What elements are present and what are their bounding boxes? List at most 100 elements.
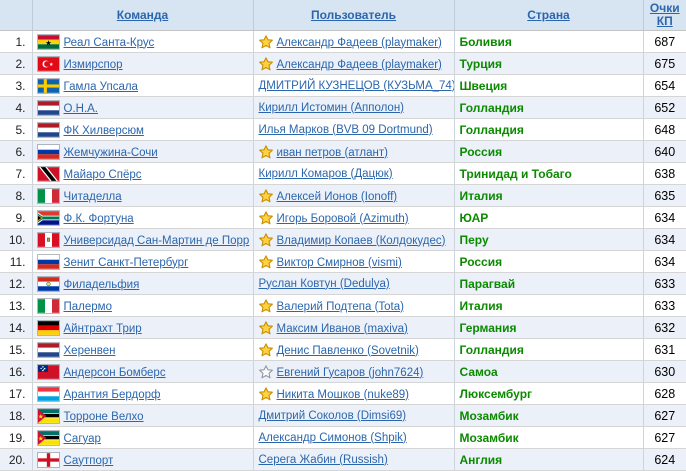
flag-trinidad-icon	[36, 165, 60, 182]
gold-star-icon	[258, 144, 273, 159]
rank-label: 9.	[0, 206, 33, 229]
table-row: 10. Универсидад Сан-Мартин де Порр Влади…	[0, 228, 686, 251]
flag-russia-icon	[36, 143, 60, 160]
gold-star-icon	[258, 298, 273, 313]
user-link[interactable]: Валерий Подтепа (Tota)	[276, 300, 404, 313]
table-row: 8. Читаделла Алексей Ионов (Ionoff) Итал…	[0, 184, 686, 207]
user-link[interactable]: Алексей Ионов (Ionoff)	[276, 190, 398, 203]
user-link[interactable]: ДМИТРИЙ КУЗНЕЦОВ (КУЗЬМА_74)	[258, 79, 454, 92]
user-link[interactable]: иван петров (атлант)	[276, 146, 389, 159]
team-link[interactable]: О.Н.А.	[63, 102, 99, 115]
country-label: Голландия	[454, 96, 644, 119]
table-body: 1. Реал Санта-Крус Александр Фадеев (pla…	[0, 30, 686, 471]
team-cell: ФК Хилверсюм	[32, 118, 254, 141]
country-label: ЮАР	[454, 206, 644, 229]
team-link[interactable]: Сагуар	[63, 432, 101, 445]
user-link[interactable]: Кирилл Комаров (Дацюк)	[258, 167, 393, 180]
country-label: Швеция	[454, 74, 644, 97]
table-row: 19. Сагуар Александр Симонов (Shpik) Моз…	[0, 426, 686, 449]
flag-russia-icon	[36, 253, 60, 270]
team-link[interactable]: Айнтрахт Трир	[63, 322, 142, 335]
gold-star-icon	[258, 56, 273, 71]
country-label: Италия	[454, 184, 644, 207]
gold-star-icon	[258, 34, 273, 49]
team-cell: Универсидад Сан-Мартин де Порр	[32, 228, 254, 251]
user-cell: Кирилл Истомин (Апполон)	[253, 96, 455, 119]
team-link[interactable]: Майаро Спёрс	[63, 168, 142, 181]
team-cell: Арантия Бердорф	[32, 382, 254, 405]
team-link[interactable]: Гамла Упсала	[63, 80, 138, 93]
user-link[interactable]: Кирилл Истомин (Апполон)	[258, 101, 405, 114]
team-link[interactable]: Арантия Бердорф	[63, 388, 161, 401]
user-link[interactable]: Александр Фадеев (playmaker)	[276, 58, 442, 71]
user-column-sort-link[interactable]: Пользователь	[310, 8, 397, 22]
country-column-sort-link[interactable]: Страна	[527, 8, 570, 22]
team-link[interactable]: Универсидад Сан-Мартин де Порр	[63, 234, 250, 247]
team-link[interactable]: Ф.К. Фортуна	[63, 212, 134, 225]
user-cell: Никита Мошков (nuke89)	[253, 382, 455, 405]
points-value: 624	[643, 448, 686, 471]
points-column-sort-link[interactable]: Очки КП	[649, 1, 680, 28]
team-link[interactable]: Зенит Санкт-Петербург	[63, 256, 189, 269]
team-link[interactable]: Херенвен	[63, 344, 116, 357]
country-label: Италия	[454, 294, 644, 317]
rank-column-header	[0, 0, 33, 31]
user-link[interactable]: Руслан Ковтун (Dedulya)	[258, 277, 390, 290]
rank-label: 17.	[0, 382, 33, 405]
user-link[interactable]: Дмитрий Соколов (Dimsi69)	[258, 409, 407, 422]
team-column-sort-link[interactable]: Команда	[116, 8, 169, 22]
country-label: Мозамбик	[454, 404, 644, 427]
table-row: 16. Андерсон Бомберс Евгений Гусаров (jo…	[0, 360, 686, 383]
flag-germany-icon	[36, 319, 60, 336]
user-cell: Владимир Копаев (Колдокудес)	[253, 228, 455, 251]
team-link[interactable]: Жемчужина-Сочи	[63, 146, 158, 159]
team-cell: Жемчужина-Сочи	[32, 140, 254, 163]
team-cell: Андерсон Бомберс	[32, 360, 254, 383]
points-value: 633	[643, 272, 686, 295]
points-value: 640	[643, 140, 686, 163]
team-link[interactable]: Торроне Велхо	[63, 410, 144, 423]
user-link[interactable]: Максим Иванов (maxiva)	[276, 322, 408, 335]
user-cell: Евгений Гусаров (john7624)	[253, 360, 455, 383]
team-link[interactable]: Измирспор	[63, 58, 123, 71]
user-cell: Илья Марков (BVB 09 Dortmund)	[253, 118, 455, 141]
flag-netherlands-icon	[36, 99, 60, 116]
country-label: Голландия	[454, 118, 644, 141]
flag-italy-icon	[36, 297, 60, 314]
team-link[interactable]: Андерсон Бомберс	[63, 366, 166, 379]
user-link[interactable]: Александр Симонов (Shpik)	[258, 431, 407, 444]
user-link[interactable]: Серега Жабин (Russish)	[258, 453, 388, 466]
country-label: Германия	[454, 316, 644, 339]
user-link[interactable]: Виктор Смирнов (vismi)	[276, 256, 402, 269]
team-link[interactable]: ФК Хилверсюм	[63, 124, 144, 137]
user-link[interactable]: Александр Фадеев (playmaker)	[276, 36, 442, 49]
table-row: 5. ФК Хилверсюм Илья Марков (BVB 09 Dort…	[0, 118, 686, 141]
user-link[interactable]: Евгений Гусаров (john7624)	[276, 366, 424, 379]
gold-star-icon	[258, 232, 273, 247]
team-link[interactable]: Палермо	[63, 300, 112, 313]
flag-ghana-icon	[36, 33, 60, 50]
user-link[interactable]: Игорь Боровой (Azimuth)	[276, 212, 409, 225]
user-link[interactable]: Владимир Копаев (Колдокудес)	[276, 234, 446, 247]
country-label: Самоа	[454, 360, 644, 383]
rank-label: 2.	[0, 52, 33, 75]
rank-label: 3.	[0, 74, 33, 97]
user-cell: Дмитрий Соколов (Dimsi69)	[253, 404, 455, 427]
team-cell: Херенвен	[32, 338, 254, 361]
user-cell: Александр Фадеев (playmaker)	[253, 30, 455, 53]
team-cell: Майаро Спёрс	[32, 162, 254, 185]
user-link[interactable]: Никита Мошков (nuke89)	[276, 388, 410, 401]
table-row: 18. Торроне Велхо Дмитрий Соколов (Dimsi…	[0, 404, 686, 427]
flag-south-africa-icon	[36, 209, 60, 226]
team-link[interactable]: Филадельфия	[63, 278, 140, 291]
rank-label: 20.	[0, 448, 33, 471]
rank-label: 10.	[0, 228, 33, 251]
flag-mozambique-icon	[36, 407, 60, 424]
user-link[interactable]: Денис Павленко (Sovetnik)	[276, 344, 419, 357]
table-row: 4. О.Н.А. Кирилл Истомин (Апполон) Голла…	[0, 96, 686, 119]
user-link[interactable]: Илья Марков (BVB 09 Dortmund)	[258, 123, 433, 136]
team-link[interactable]: Саутпорт	[63, 454, 114, 467]
points-value: 654	[643, 74, 686, 97]
team-link[interactable]: Читаделла	[63, 190, 122, 203]
team-link[interactable]: Реал Санта-Крус	[63, 36, 155, 49]
